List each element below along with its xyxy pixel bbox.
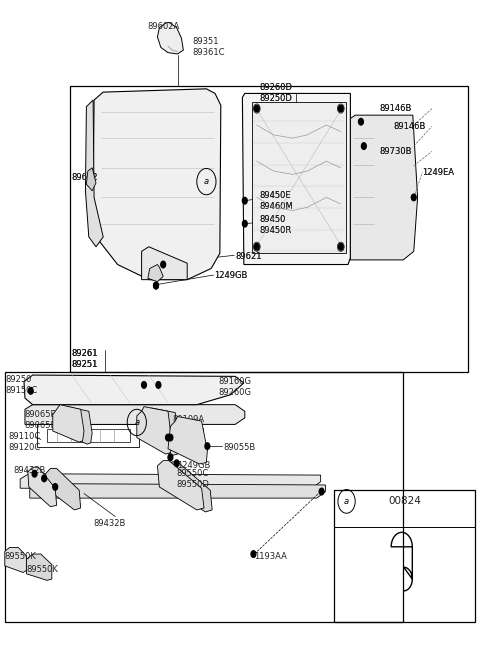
Text: 89351
89361C: 89351 89361C: [192, 37, 225, 57]
Polygon shape: [61, 407, 92, 444]
Text: 89550K: 89550K: [5, 551, 36, 561]
Circle shape: [338, 105, 343, 112]
Polygon shape: [24, 375, 244, 405]
Text: a: a: [204, 177, 209, 186]
Circle shape: [42, 475, 47, 482]
Circle shape: [154, 282, 158, 289]
Polygon shape: [350, 115, 418, 260]
Text: 89450E
89460M: 89450E 89460M: [259, 191, 293, 211]
Bar: [334, 490, 475, 622]
Text: 89261
89251: 89261 89251: [71, 349, 97, 368]
Polygon shape: [28, 467, 57, 507]
Polygon shape: [86, 168, 96, 191]
Polygon shape: [46, 468, 81, 510]
Text: 89260D
89250D: 89260D 89250D: [259, 84, 292, 103]
Polygon shape: [85, 100, 103, 247]
Circle shape: [254, 243, 259, 250]
Polygon shape: [30, 484, 325, 498]
Circle shape: [251, 551, 256, 557]
Polygon shape: [242, 93, 350, 265]
Circle shape: [28, 388, 33, 394]
Polygon shape: [20, 474, 321, 488]
Bar: [47, 429, 130, 442]
Text: a: a: [134, 418, 139, 427]
Bar: [37, 424, 139, 447]
Circle shape: [205, 443, 210, 449]
Text: 89621: 89621: [235, 252, 262, 261]
Circle shape: [161, 261, 166, 268]
Text: 89730B: 89730B: [379, 147, 412, 156]
Polygon shape: [26, 554, 52, 580]
Polygon shape: [137, 407, 172, 454]
Polygon shape: [148, 265, 163, 282]
Text: 89124H: 89124H: [173, 428, 205, 438]
Text: 00824: 00824: [389, 496, 421, 507]
Polygon shape: [166, 462, 212, 512]
Text: 89146B: 89146B: [394, 122, 426, 131]
Text: 89250
89150C: 89250 89150C: [6, 375, 38, 395]
Text: 89432B: 89432B: [13, 466, 46, 475]
Text: 89450
89450R: 89450 89450R: [259, 215, 291, 235]
Polygon shape: [25, 405, 245, 424]
Text: 89109A: 89109A: [173, 415, 205, 424]
Circle shape: [242, 220, 247, 227]
Text: 89622: 89622: [71, 173, 97, 182]
Text: 89602A: 89602A: [147, 22, 180, 31]
Circle shape: [338, 243, 343, 250]
Circle shape: [242, 197, 247, 204]
Text: 89621: 89621: [235, 252, 262, 261]
Circle shape: [168, 454, 173, 461]
Text: 89110C
89120C: 89110C 89120C: [9, 432, 41, 452]
Circle shape: [168, 434, 173, 441]
Circle shape: [156, 382, 161, 388]
Polygon shape: [5, 547, 26, 572]
Bar: [252, 102, 346, 253]
Text: 89065B
89065D: 89065B 89065D: [24, 410, 57, 430]
Text: 89622: 89622: [71, 173, 97, 182]
Text: 89261
89251: 89261 89251: [71, 349, 97, 368]
Text: 89450
89450R: 89450 89450R: [259, 215, 291, 235]
Text: 89550K: 89550K: [26, 565, 58, 574]
Text: 89146B: 89146B: [379, 104, 411, 113]
Polygon shape: [93, 89, 221, 280]
Circle shape: [53, 484, 58, 490]
Circle shape: [254, 105, 259, 112]
Circle shape: [359, 118, 363, 125]
Text: 1249EA: 1249EA: [422, 168, 455, 177]
Circle shape: [154, 282, 158, 289]
Circle shape: [166, 434, 170, 441]
Text: 89450E
89460M: 89450E 89460M: [259, 191, 293, 211]
Polygon shape: [53, 405, 84, 442]
Text: 1193AA: 1193AA: [254, 551, 287, 561]
Circle shape: [319, 488, 324, 495]
Text: 89160G
89260G: 89160G 89260G: [218, 377, 252, 397]
Text: 89730B: 89730B: [379, 147, 412, 156]
Circle shape: [411, 194, 416, 201]
Text: 89055B: 89055B: [223, 443, 255, 452]
Circle shape: [32, 470, 37, 477]
Text: 1249GB: 1249GB: [214, 270, 247, 280]
Circle shape: [142, 382, 146, 388]
Text: 1249GB: 1249GB: [177, 461, 210, 470]
Text: 89146B: 89146B: [394, 122, 426, 131]
Polygon shape: [157, 461, 204, 510]
Text: a: a: [344, 497, 349, 506]
Text: 89260D
89250D: 89260D 89250D: [259, 84, 292, 103]
Text: 89432B: 89432B: [94, 519, 126, 528]
Bar: [5, 372, 403, 622]
Polygon shape: [144, 408, 179, 455]
Text: 89261
89251: 89261 89251: [71, 349, 97, 368]
Bar: [70, 86, 468, 372]
Circle shape: [174, 460, 179, 467]
Text: 1249EA: 1249EA: [422, 168, 455, 177]
Polygon shape: [157, 22, 183, 54]
Polygon shape: [142, 247, 187, 280]
Text: 89550C
89550D: 89550C 89550D: [177, 469, 209, 489]
Text: 1249GB: 1249GB: [214, 270, 247, 280]
Circle shape: [361, 143, 366, 149]
Text: 89146B: 89146B: [379, 104, 411, 113]
Polygon shape: [168, 417, 207, 464]
